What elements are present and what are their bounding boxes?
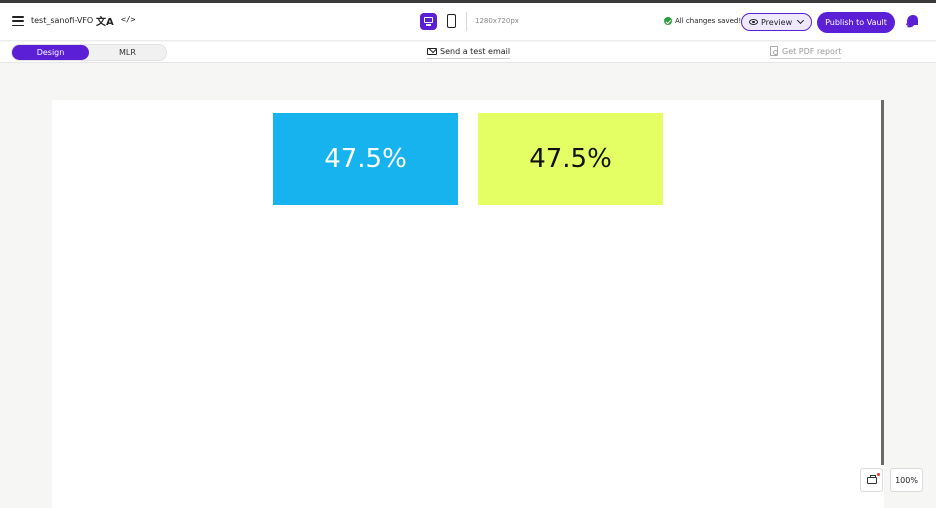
get-pdf-report-link[interactable]: Get PDF report bbox=[770, 45, 842, 59]
window-top-border bbox=[0, 0, 936, 3]
tab-mlr[interactable]: MLR bbox=[119, 48, 136, 57]
assistant-icon[interactable] bbox=[904, 13, 920, 29]
project-name[interactable]: test_sanofi-VFO bbox=[31, 16, 94, 25]
translate-icon[interactable]: 文A bbox=[96, 17, 114, 28]
desktop-icon bbox=[424, 17, 433, 23]
publish-to-vault-button[interactable]: Publish to Vault bbox=[817, 12, 895, 33]
eye-icon bbox=[749, 19, 758, 25]
editor-header: test_sanofi-VFO 文A </> 1280x720px All ch… bbox=[0, 3, 936, 41]
chevron-down-icon bbox=[797, 16, 805, 25]
code-icon[interactable]: </> bbox=[121, 15, 136, 24]
stat-value: 47.5% bbox=[529, 144, 612, 174]
send-test-email-label: Send a test email bbox=[440, 46, 511, 56]
menu-icon[interactable] bbox=[12, 16, 24, 26]
mobile-view-button[interactable] bbox=[447, 14, 456, 28]
pdf-icon bbox=[770, 46, 778, 56]
stat-box-blue[interactable]: 47.5% bbox=[273, 113, 458, 205]
zoom-level-button[interactable]: 100% bbox=[890, 468, 923, 492]
desktop-view-button[interactable] bbox=[420, 13, 437, 30]
preview-button[interactable]: Preview bbox=[741, 13, 812, 31]
tab-design[interactable]: Design bbox=[12, 45, 89, 60]
save-status: All changes saved! bbox=[675, 17, 742, 25]
check-circle-icon bbox=[664, 17, 672, 25]
get-pdf-report-label: Get PDF report bbox=[782, 46, 842, 56]
send-test-email-link[interactable]: Send a test email bbox=[427, 45, 511, 59]
editor-subbar: Design MLR Send a test email Get PDF rep… bbox=[0, 42, 936, 63]
stat-box-lime[interactable]: 47.5% bbox=[478, 113, 663, 205]
stat-value: 47.5% bbox=[324, 144, 407, 174]
design-canvas[interactable] bbox=[52, 100, 884, 508]
preview-label: Preview bbox=[761, 17, 793, 27]
mail-icon bbox=[427, 47, 437, 55]
layers-button[interactable] bbox=[860, 468, 883, 492]
divider bbox=[466, 12, 467, 31]
notification-dot bbox=[877, 473, 880, 476]
mode-tabs: Design MLR bbox=[11, 44, 167, 61]
canvas-scrollbar[interactable] bbox=[881, 100, 884, 465]
resolution-label: 1280x720px bbox=[475, 17, 519, 25]
layers-icon bbox=[867, 475, 877, 484]
